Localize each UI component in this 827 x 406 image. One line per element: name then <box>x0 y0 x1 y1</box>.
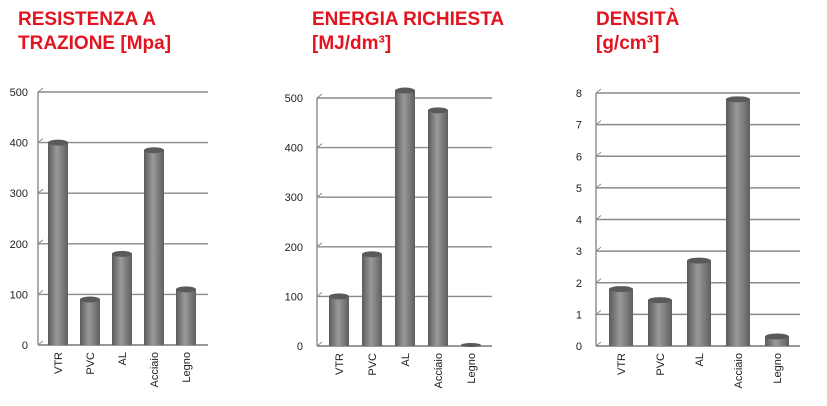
x-tick-label: AL <box>117 352 129 365</box>
x-tick-label: Legno <box>466 353 478 384</box>
bar-cap <box>176 286 196 293</box>
bar-cap <box>765 333 789 340</box>
gridline-bevel <box>595 278 602 284</box>
gridline-bevel <box>595 151 602 157</box>
x-tick-label: AL <box>400 353 412 366</box>
bar-cap <box>80 296 100 303</box>
x-tick-label: Acciaio <box>149 352 161 387</box>
y-tick-label: 2 <box>576 278 582 290</box>
chart-title-line: TRAZIONE [Mpa] <box>18 33 172 54</box>
x-tick-label: VTR <box>53 352 65 374</box>
y-tick-label: 300 <box>10 188 28 200</box>
bar <box>362 254 382 346</box>
chart-title-line: DENSITÀ <box>596 9 680 30</box>
gridline-bevel <box>595 309 602 315</box>
chart-title-line: [g/cm³] <box>596 33 660 54</box>
y-tick-label: 0 <box>297 341 303 353</box>
gridline-bevel <box>37 138 44 143</box>
bar <box>687 260 711 346</box>
x-tick-label: Legno <box>772 353 784 384</box>
gridline-bevel <box>316 143 323 148</box>
gridline-bevel <box>595 215 602 220</box>
bar-cap <box>112 250 132 257</box>
gridline-bevel <box>37 290 44 295</box>
y-tick-label: 5 <box>576 183 582 195</box>
x-tick-label: Acciaio <box>433 353 445 388</box>
x-tick-label: Legno <box>181 352 193 383</box>
chart-title-line: ENERGIA RICHIESTA <box>312 9 505 30</box>
chart-title-line: [MJ/dm³] <box>312 33 392 54</box>
y-tick-label: 200 <box>285 242 303 254</box>
gridline-bevel <box>595 246 602 252</box>
gridline-bevel <box>595 120 602 126</box>
y-tick-label: 7 <box>576 120 582 132</box>
bar-cap <box>461 343 481 347</box>
x-tick-label: Acciaio <box>733 353 745 388</box>
bar <box>428 110 448 347</box>
bar-cap <box>395 87 415 94</box>
gridline-bevel <box>316 93 323 99</box>
bar-cap <box>609 286 633 293</box>
y-tick-label: 0 <box>576 341 582 353</box>
bar-cap <box>648 297 672 304</box>
chart-title-density: DENSITÀ [g/cm³] <box>596 8 679 56</box>
gridline-bevel <box>316 242 323 248</box>
chart-title-energy: ENERGIA RICHIESTA [MJ/dm³] <box>312 8 504 56</box>
bar <box>609 289 633 346</box>
bar-cap <box>726 96 750 103</box>
chart-title-line: RESISTENZA A <box>18 9 156 30</box>
y-tick-label: 6 <box>576 151 582 163</box>
y-tick-label: 500 <box>10 87 28 99</box>
bar <box>176 289 196 345</box>
y-tick-label: 100 <box>285 291 303 303</box>
bar <box>726 99 750 346</box>
bar-cap <box>144 147 164 154</box>
gridline-bevel <box>316 192 323 198</box>
bar <box>112 253 132 345</box>
gridline-bevel <box>37 87 44 93</box>
y-tick-label: 200 <box>10 239 28 251</box>
x-tick-label: PVC <box>655 353 667 376</box>
bar <box>765 336 789 346</box>
bar <box>48 142 68 345</box>
x-tick-label: VTR <box>616 353 628 375</box>
y-tick-label: 500 <box>285 93 303 105</box>
x-tick-label: PVC <box>85 352 97 375</box>
bar <box>144 150 164 345</box>
bar-cap <box>687 257 711 264</box>
y-tick-label: 4 <box>576 215 582 227</box>
y-tick-label: 8 <box>576 88 582 100</box>
bar-cap <box>428 107 448 114</box>
bar <box>80 299 100 345</box>
y-tick-label: 400 <box>10 138 28 150</box>
bar-cap <box>329 293 349 300</box>
bar-cap <box>362 251 382 258</box>
y-tick-label: 100 <box>10 289 28 301</box>
gridline-bevel <box>37 188 44 194</box>
y-tick-label: 400 <box>285 143 303 155</box>
gridline-bevel <box>316 292 323 297</box>
y-tick-label: 3 <box>576 246 582 258</box>
bar-cap <box>48 139 68 146</box>
gridline-bevel <box>37 239 44 245</box>
bar <box>329 296 349 346</box>
chart-title-tensile: RESISTENZA A TRAZIONE [Mpa] <box>18 8 171 56</box>
y-tick-label: 1 <box>576 309 582 321</box>
bar <box>395 90 415 346</box>
x-tick-label: AL <box>694 353 706 366</box>
x-tick-label: PVC <box>367 353 379 376</box>
bar <box>648 300 672 346</box>
gridline-bevel <box>595 183 602 189</box>
y-tick-label: 0 <box>22 340 28 352</box>
gridline-bevel <box>595 88 602 94</box>
y-tick-label: 300 <box>285 192 303 204</box>
x-tick-label: VTR <box>334 353 346 375</box>
